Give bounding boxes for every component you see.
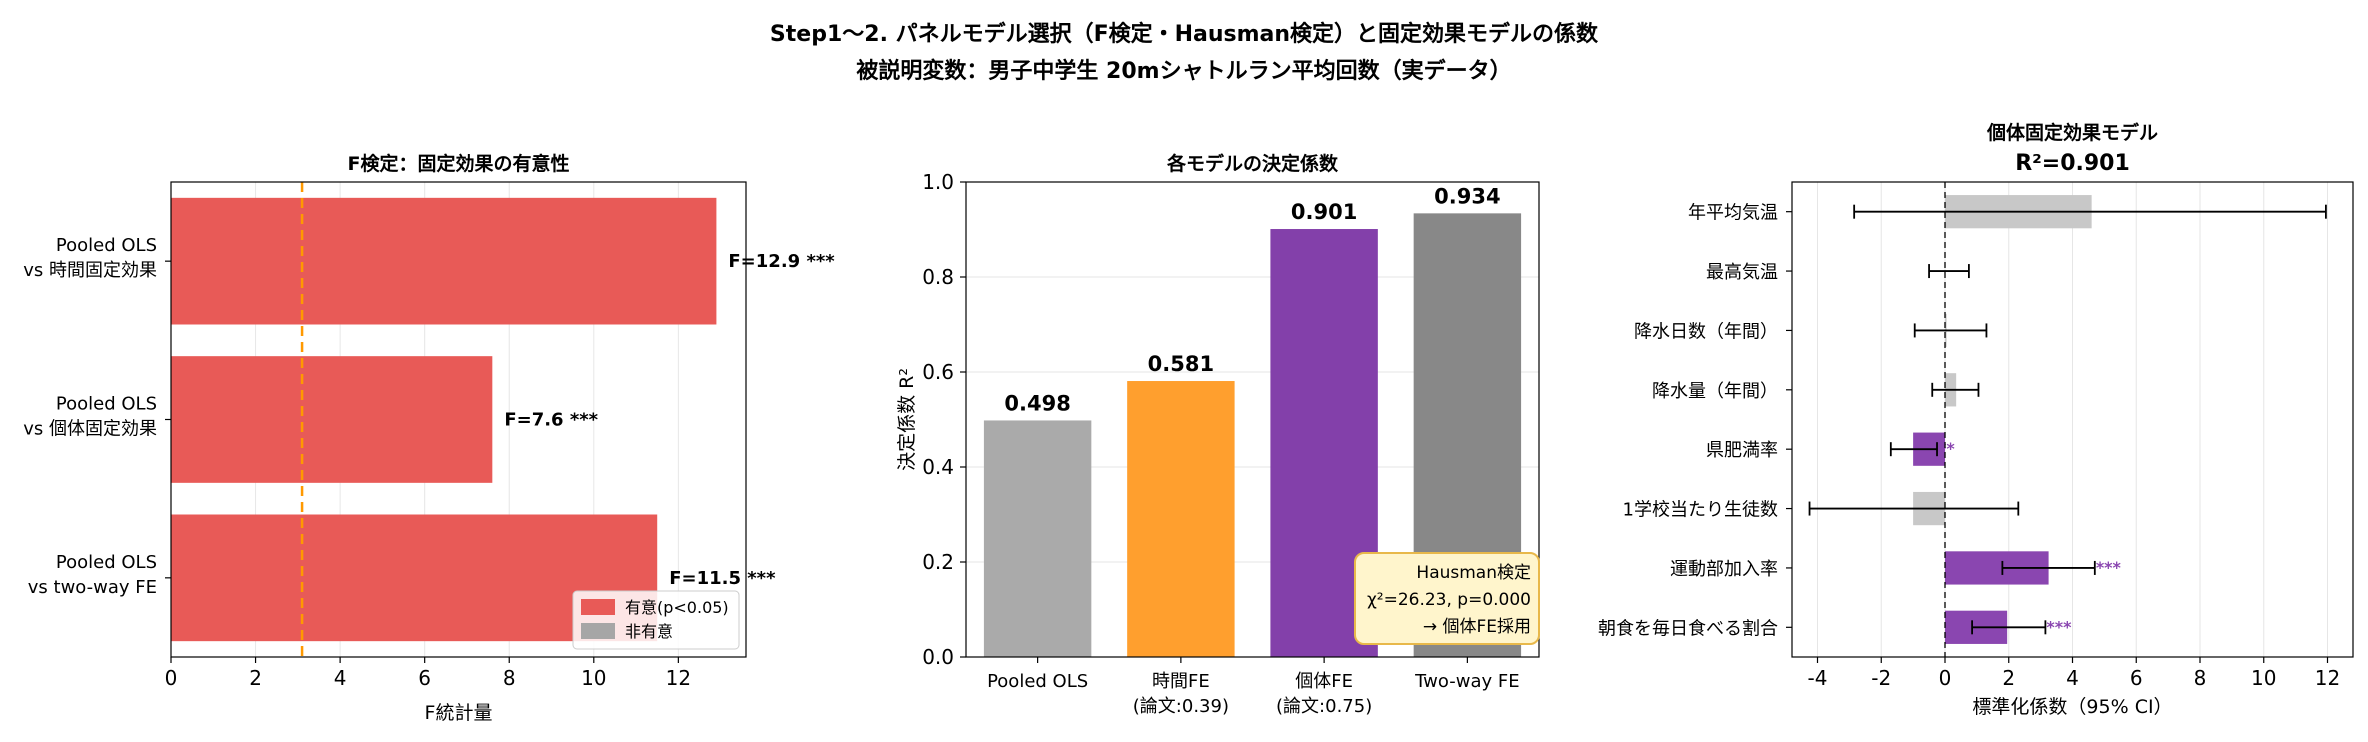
chart-title: 各モデルの決定係数 <box>1166 152 1339 175</box>
legend-swatch <box>581 599 615 615</box>
y-tick-label: 県肥満率 <box>1706 440 1778 461</box>
figure-title-line1: Step1～2. パネルモデル選択（F検定・Hausman検定）と固定効果モデル… <box>769 22 1599 47</box>
hausman-text: → 個体FE採用 <box>1423 617 1531 637</box>
sig-label: *** <box>2096 558 2122 577</box>
y-tick-label: 1.0 <box>922 170 954 194</box>
y-tick-label: 降水日数（年間） <box>1634 321 1778 342</box>
f-bar <box>171 197 717 325</box>
r2-value-label: 0.901 <box>1291 200 1357 224</box>
y-tick-label: 0.2 <box>922 550 954 574</box>
hausman-text: Hausman検定 <box>1416 563 1531 583</box>
r2-value-label: 0.498 <box>1004 391 1070 415</box>
y-tick-label: 降水量（年間） <box>1652 381 1778 402</box>
axes-frame <box>965 181 1540 658</box>
y-tick-label: 1学校当たり生徒数 <box>1623 500 1778 521</box>
x-tick-label: 10 <box>2251 666 2276 690</box>
x-tick-label: Pooled OLS <box>987 671 1088 692</box>
axes-frame <box>170 181 747 658</box>
y-tick-label: 運動部加入率 <box>1670 559 1778 580</box>
x-tick-label: 6 <box>2130 666 2143 690</box>
x-tick-label: 時間FE <box>1152 671 1210 692</box>
figure-title-line2: 被説明変数：男子中学生 20mシャトルラン平均回数（実データ） <box>856 59 1512 84</box>
x-tick-label: 6 <box>418 666 431 690</box>
sig-label: *** <box>2046 617 2072 636</box>
hausman-box <box>1354 552 1540 645</box>
y-tick-label: Pooled OLS <box>56 235 157 256</box>
r2-bar <box>1127 381 1235 657</box>
y-tick-label: 0.4 <box>922 455 954 479</box>
f-test-chart: F=12.9 *** Pooled OLS vs 時間固定効果 F=7.6 *** Po… <box>23 152 835 724</box>
x-tick-label: 0 <box>1939 666 1952 690</box>
x-tick-label: 4 <box>2066 666 2079 690</box>
x-tick-label: 12 <box>2315 666 2340 690</box>
y-tick-label: Pooled OLS <box>56 552 157 573</box>
x-tick-label: 10 <box>581 666 606 690</box>
x-tick-label: (論文:0.39) <box>1133 696 1229 717</box>
x-axis-label: F統計量 <box>425 702 493 724</box>
x-tick-label: 8 <box>503 666 516 690</box>
x-tick-label: -4 <box>1808 666 1828 690</box>
r2-value-label: 0.934 <box>1434 184 1500 208</box>
chart-title: 個体固定効果モデル <box>1986 121 2158 144</box>
y-tick-label: vs two-way FE <box>28 577 157 598</box>
chart-title: F検定：固定効果の有意性 <box>348 152 570 175</box>
r2-value-label: 0.581 <box>1148 352 1214 376</box>
x-tick-label: 個体FE <box>1295 671 1353 692</box>
x-tick-label: 2 <box>249 666 262 690</box>
y-tick-label: 年平均気温 <box>1688 203 1778 224</box>
f-bar <box>171 356 493 483</box>
y-tick-label: 0.6 <box>922 360 954 384</box>
x-tick-label: (論文:0.75) <box>1276 696 1372 717</box>
y-tick-label: 朝食を毎日食べる割合 <box>1598 618 1778 639</box>
x-tick-label: 0 <box>165 666 178 690</box>
y-tick-label: 0.8 <box>922 265 954 289</box>
r2-bar <box>983 420 1092 657</box>
legend-label: 非有意 <box>625 622 673 641</box>
y-tick-label: vs 時間固定効果 <box>23 260 157 281</box>
y-tick-label: vs 個体固定効果 <box>23 419 157 440</box>
f-value-label: F=7.6 *** <box>504 410 598 431</box>
x-tick-label: 4 <box>334 666 347 690</box>
hausman-text: χ²=26.23, p=0.000 <box>1367 590 1531 610</box>
y-tick-label: Pooled OLS <box>56 394 157 415</box>
x-axis-label: 標準化係数（95% CI） <box>1972 696 2172 718</box>
chart-subtitle: R²=0.901 <box>2015 151 2130 176</box>
x-tick-label: 12 <box>666 666 691 690</box>
x-tick-label: 8 <box>2194 666 2207 690</box>
y-axis-label: 決定係数 R² <box>896 368 918 471</box>
sig-label: ** <box>1938 439 1955 458</box>
x-tick-label: -2 <box>1871 666 1891 690</box>
x-tick-label: Two-way FE <box>1414 671 1519 692</box>
legend-swatch <box>581 623 615 639</box>
f-value-label: F=11.5 *** <box>669 568 776 589</box>
x-tick-label: 2 <box>2002 666 2015 690</box>
y-tick-label: 0.0 <box>922 645 954 669</box>
f-value-label: F=12.9 *** <box>728 251 835 272</box>
legend-label: 有意(p<0.05) <box>625 598 729 617</box>
y-tick-label: 最高気温 <box>1706 262 1778 283</box>
r2-chart: 0.498 Pooled OLS 0.581 時間FE (論文:0.39) 0.901 個体… <box>896 152 1540 717</box>
